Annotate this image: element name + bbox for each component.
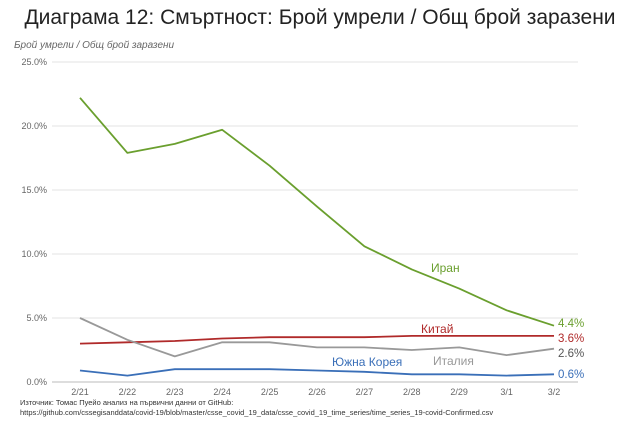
chart-title: Диаграма 12: Смъртност: Брой умрели / Об…: [24, 6, 616, 29]
y-tick-label: 5.0%: [26, 313, 47, 323]
x-tick-label: 3/2: [548, 387, 561, 397]
x-tick-label: 2/28: [403, 387, 421, 397]
x-tick-label: 2/24: [213, 387, 231, 397]
x-tick-label: 2/25: [261, 387, 279, 397]
source-note: Източник: Томас Пуейо анализ на първични…: [20, 398, 493, 418]
series-name-iran: Иран: [431, 261, 460, 275]
series-name-china: Китай: [421, 322, 453, 336]
end-label-china: 3.6%: [558, 333, 584, 345]
series-name-south-korea: Южна Корея: [332, 355, 402, 369]
source-line-2: https://github.com/cssegisanddata/covid-…: [20, 408, 494, 417]
x-tick-label: 2/26: [308, 387, 326, 397]
end-label-south-korea: 0.6%: [558, 369, 584, 381]
x-tick-label: 2/27: [356, 387, 374, 397]
series-line-china: [79, 334, 554, 345]
y-tick-label: 10.0%: [21, 249, 47, 259]
series-line-south-korea: [79, 368, 555, 377]
y-tick-label: 15.0%: [21, 185, 47, 195]
y-axis-label: Брой умрели / Общ брой заразени: [14, 40, 175, 51]
x-tick-label: 3/1: [500, 387, 513, 397]
x-tick-label: 2/21: [71, 387, 89, 397]
y-tick-label: 20.0%: [21, 121, 47, 131]
x-tick-label: 2/29: [450, 387, 468, 397]
series-name-italy: Италия: [433, 354, 474, 368]
series-line-iran: [79, 97, 555, 327]
x-tick-label: 2/23: [166, 387, 184, 397]
x-tick-label: 2/22: [119, 387, 137, 397]
end-label-italy: 2.6%: [558, 348, 584, 360]
end-label-iran: 4.4%: [558, 318, 584, 330]
source-line-1: Източник: Томас Пуейо анализ на първични…: [20, 398, 234, 407]
y-tick-label: 25.0%: [21, 57, 47, 67]
y-tick-label: 0.0%: [26, 377, 47, 387]
